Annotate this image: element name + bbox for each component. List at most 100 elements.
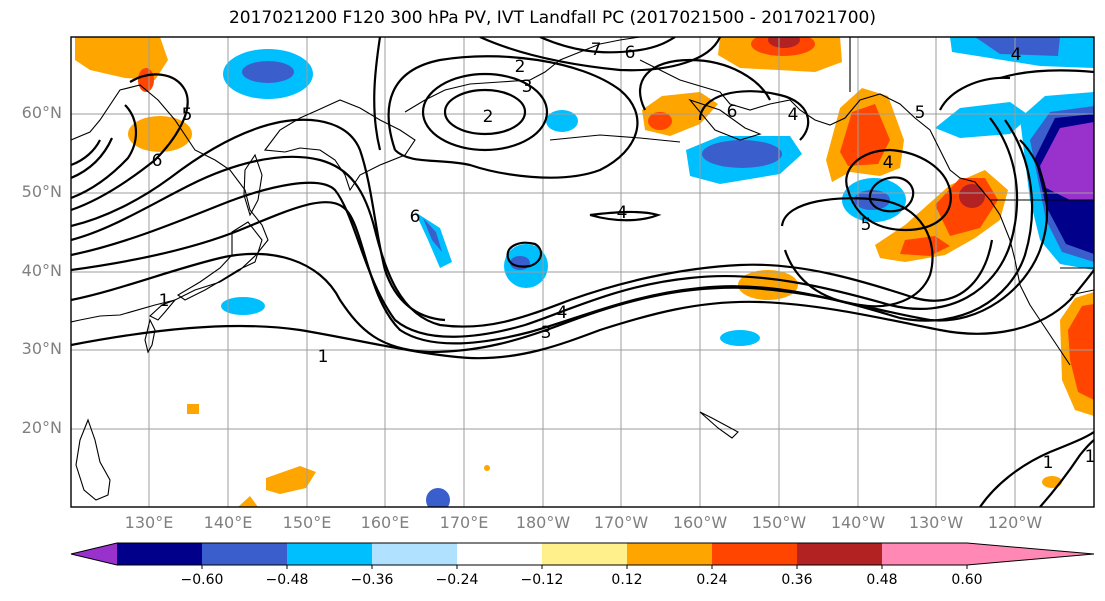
pv-contour-13	[387, 55, 639, 179]
pv-contour-16	[539, 37, 676, 54]
colorbar-cell	[457, 543, 542, 565]
colorbar-label: −0.24	[435, 572, 479, 588]
negative-anomaly-region	[935, 102, 1030, 138]
pv-contour-3	[71, 119, 1034, 345]
colorbar-cell	[712, 543, 797, 565]
colorbar-cell	[627, 543, 712, 565]
pv-contour-label: 6	[727, 102, 738, 122]
colorbar-cell	[542, 543, 627, 565]
pv-contour-label: 4	[788, 105, 799, 125]
map-frame	[70, 36, 1095, 508]
hawaii-coast	[699, 411, 739, 439]
lat-tick-label: 20°N	[21, 418, 62, 437]
asia-coast	[71, 84, 269, 323]
colorbar-cell	[202, 543, 287, 565]
colorbar-cells	[117, 543, 967, 565]
colorbar-label: −0.12	[520, 572, 564, 588]
colorbar-cell	[287, 543, 372, 565]
colorbar-cell	[372, 543, 457, 565]
colorbar-cell	[117, 543, 202, 565]
pv-contour-17	[639, 58, 771, 111]
pv-contour-25	[1039, 439, 1094, 507]
lon-tick-label: 150°E	[282, 513, 332, 532]
lon-tick-label: 150°W	[751, 513, 807, 532]
pv-contour-label: 6	[152, 151, 163, 171]
pv-contour-label: 5	[861, 215, 872, 235]
pv-contour-label: 4	[557, 303, 568, 323]
siberia-coast	[404, 37, 641, 113]
pv-contour-24	[979, 431, 1094, 507]
colorbar-label: −0.36	[350, 572, 394, 588]
philippines-coast	[75, 418, 111, 501]
lon-tick-label: 170°W	[593, 513, 649, 532]
alaska-peninsula-coast	[688, 98, 762, 141]
lat-tick-label: 50°N	[21, 182, 62, 201]
pv-contour-10	[71, 139, 101, 167]
lon-tick-label: 170°E	[439, 513, 489, 532]
negative-anomaly-core	[423, 218, 442, 252]
negative-anomaly-core	[975, 37, 1060, 56]
lon-tick-label: 140°W	[830, 513, 886, 532]
lon-tick-label: 130°E	[124, 513, 174, 532]
north-america-coast	[639, 59, 1071, 366]
negative-anomaly-region	[546, 110, 578, 132]
pv-contour-12	[443, 88, 527, 136]
colorbar-label: 0.24	[696, 572, 728, 588]
pv-contour-labels: 1 1 1 2 3 4 4 4 4 5 5 5 6 6 6 6 7 1 2 3 …	[152, 40, 1094, 473]
positive-anomaly-core	[900, 236, 950, 256]
pv-contour-4	[71, 117, 1019, 338]
colorbar-cell	[797, 543, 882, 565]
pv-contour-9	[71, 137, 114, 180]
negative-anomaly-core	[1040, 122, 1094, 200]
pv-contour-23	[589, 210, 662, 222]
pv-contour-label: 4	[617, 203, 628, 223]
lat-tick-label: 60°N	[21, 103, 62, 122]
colorbar-label: −0.60	[180, 572, 224, 588]
colorbar-ticks	[201, 565, 968, 569]
colorbar-label: 0.36	[781, 572, 813, 588]
coastlines	[71, 37, 1094, 501]
pv-contour-20	[845, 148, 952, 232]
pv-contour-7	[71, 73, 189, 212]
negative-anomaly-region	[221, 297, 265, 315]
colorbar-label: 0.12	[611, 572, 643, 588]
kamchatka-coast	[263, 99, 416, 192]
pv-contour-11	[421, 72, 549, 152]
pv-contour-26	[999, 69, 1094, 80]
positive-anomaly-core	[768, 37, 800, 48]
kyushu-coast	[149, 298, 177, 321]
positive-anomaly-core	[648, 112, 672, 130]
lon-tick-label: 130°W	[908, 513, 964, 532]
colorbar-label: −0.48	[265, 572, 309, 588]
colorbar-low-extension	[71, 543, 117, 565]
gridlines	[71, 37, 1094, 507]
pv-contour-label: 4	[1011, 45, 1022, 65]
positive-anomaly-region	[128, 116, 192, 152]
pv-contour-2	[71, 139, 1049, 354]
colorbar-high-extension	[967, 543, 1094, 565]
negative-anomaly-region	[426, 488, 450, 507]
pv-contour-label: 1	[318, 347, 329, 367]
positive-anomaly-region	[484, 465, 490, 471]
pv-contour-label: 1	[159, 291, 170, 311]
lon-tick-label: 140°E	[203, 513, 253, 532]
pv-contour-label: 4	[883, 153, 894, 173]
pv-contour-label: 6	[625, 43, 636, 63]
pv-contour-5	[71, 155, 994, 328]
pv-contour-label: 7	[591, 40, 602, 60]
negative-anomaly-core	[242, 61, 294, 83]
negative-anomaly-core	[702, 140, 782, 168]
colorbar-cell	[882, 543, 967, 565]
positive-anomaly-region	[187, 404, 199, 414]
pv-contour-label: 1	[1043, 453, 1054, 473]
pv-contour-label: 5	[915, 103, 926, 123]
pv-contour-6	[71, 118, 446, 322]
taiwan-coast	[144, 318, 156, 354]
lon-tick-label: 160°W	[672, 513, 728, 532]
lon-tick-label: 120°W	[987, 513, 1043, 532]
pv-contour-14	[373, 37, 382, 151]
positive-anomaly-region	[266, 466, 316, 494]
lon-tick-label: 160°E	[360, 513, 410, 532]
